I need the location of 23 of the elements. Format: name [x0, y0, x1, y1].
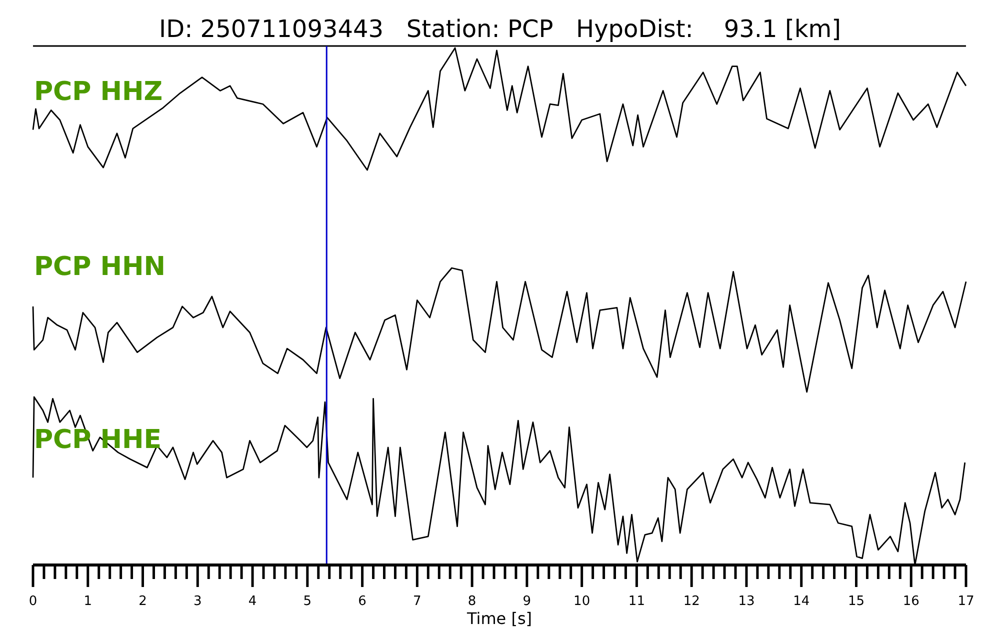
x-tick-label: 14 — [793, 594, 810, 609]
x-tick-label: 1 — [84, 594, 92, 609]
x-tick-label: 8 — [468, 594, 476, 609]
x-tick-label: 9 — [522, 594, 532, 609]
annotation: PCP HHN — [34, 252, 166, 282]
x-tick-label: 10 — [574, 594, 590, 609]
x-tick-label: 17 — [958, 594, 974, 609]
annotation: PCP HHZ — [34, 77, 163, 107]
chart-title: ID: 250711093443 Station: PCP HypoDist: 93.1 [km] — [159, 15, 841, 43]
x-tick-label: 6 — [358, 594, 366, 609]
x-axis-title: Time [s] — [466, 609, 532, 628]
x-tick-label: 0 — [28, 594, 38, 609]
x-tick-label: 4 — [248, 594, 257, 609]
x-tick-label: 11 — [628, 594, 645, 609]
annotation: PCP HHE — [34, 425, 162, 455]
x-tick-label: 16 — [902, 594, 920, 609]
x-tick-label: 7 — [413, 594, 422, 609]
x-tick-label: 12 — [683, 594, 700, 609]
x-tick-label: 2 — [138, 594, 147, 609]
x-tick-label: 15 — [848, 594, 865, 609]
x-tick-label: 3 — [194, 594, 202, 609]
x-tick-label: 5 — [303, 594, 312, 609]
x-tick-label: 13 — [738, 594, 755, 609]
